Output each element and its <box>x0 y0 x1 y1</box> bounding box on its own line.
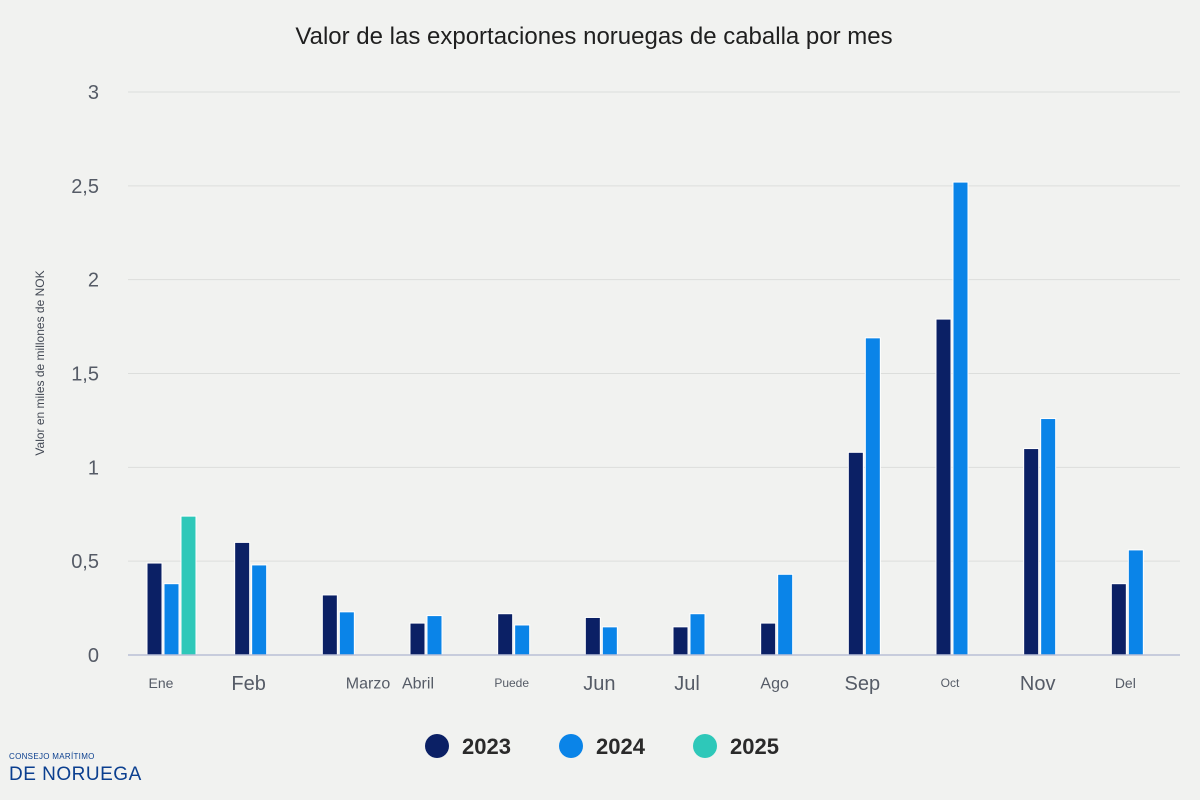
bar-2023-Marzo <box>321 594 338 656</box>
y-tick-label: 2,5 <box>71 176 99 198</box>
bar-2023-Oct <box>935 318 952 656</box>
bars <box>146 181 1144 656</box>
x-tick-label: Nov <box>1020 673 1056 695</box>
bar-2023-Ago <box>760 622 777 656</box>
bar-2023-Sep <box>847 451 864 656</box>
bar-2023-Abril <box>409 622 426 656</box>
brand-logo: CONSEJO MARÍTIMO DE NORUEGA <box>9 752 142 786</box>
y-axis-label: Valor en miles de millones de NOK <box>33 270 47 455</box>
bar-2023-Jul <box>672 626 689 656</box>
legend: 2023 2024 2025 <box>425 734 779 759</box>
bar-2024-Jun <box>601 626 618 656</box>
bar-2023-Nov <box>1023 448 1040 656</box>
gridlines <box>128 91 1180 562</box>
x-tick-label: Marzo <box>346 676 391 693</box>
y-tick-label: 2 <box>88 270 99 292</box>
chart-title: Valor de las exportaciones noruegas de c… <box>295 23 892 50</box>
bar-2024-Oct <box>952 181 969 656</box>
x-tick-label: Ago <box>760 676 789 693</box>
bar-2024-Feb <box>251 564 268 656</box>
legend-label-2025: 2025 <box>730 734 779 759</box>
bar-2024-Abril <box>426 615 443 656</box>
bar-2023-Ene <box>146 562 163 656</box>
y-tick-label: 3 <box>88 82 99 104</box>
legend-marker-2024 <box>559 734 583 758</box>
bar-2024-Marzo <box>338 611 355 656</box>
x-tick-label: Jul <box>674 673 700 695</box>
bar-2023-Puede <box>497 613 514 656</box>
brand-logo-line2: DE NORUEGA <box>9 764 142 785</box>
bar-2024-Jul <box>689 613 706 656</box>
x-tick-label: Feb <box>231 673 265 695</box>
x-tick-label: Puede <box>494 676 529 690</box>
legend-marker-2025 <box>693 734 717 758</box>
x-tick-label: Sep <box>845 673 881 695</box>
x-tick-label: Abril <box>402 676 434 693</box>
y-tick-label: 0 <box>88 645 99 667</box>
bar-2023-Jun <box>584 616 601 656</box>
bar-2024-Puede <box>514 624 531 656</box>
legend-label-2023: 2023 <box>462 734 511 759</box>
y-tick-label: 0,5 <box>71 551 99 573</box>
bar-2024-Ago <box>777 573 794 656</box>
x-tick-labels: Ene Feb Marzo Abril Puede Jun Jul Ago Sep Oct Nov D… <box>149 673 1136 695</box>
y-tick-label: 1 <box>88 457 99 479</box>
bar-2024-Sep <box>864 337 881 656</box>
y-tick-labels: 0 0,5 1 1,5 2 2,5 3 <box>71 82 99 667</box>
bar-2024-Del <box>1127 549 1144 656</box>
bar-2024-Nov <box>1040 418 1057 656</box>
x-tick-label: Jun <box>583 673 615 695</box>
y-tick-label: 1,5 <box>71 364 99 386</box>
x-tick-label: Oct <box>941 676 960 690</box>
x-tick-label: Ene <box>149 675 174 691</box>
brand-logo-line1: CONSEJO MARÍTIMO <box>9 752 95 761</box>
legend-marker-2023 <box>425 734 449 758</box>
bar-2023-Feb <box>234 541 251 656</box>
x-tick-label: Del <box>1115 675 1136 691</box>
bar-2023-Del <box>1110 583 1127 656</box>
legend-label-2024: 2024 <box>596 734 646 759</box>
bar-2025-Ene <box>180 515 197 656</box>
bar-2024-Ene <box>163 583 180 656</box>
